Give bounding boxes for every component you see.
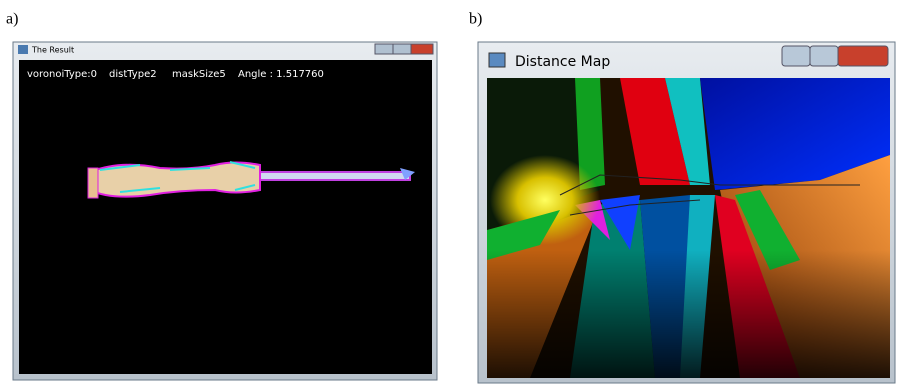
overlay-text: maskSize5 (172, 69, 226, 80)
maximize-button[interactable] (810, 46, 838, 66)
minimize-button[interactable] (375, 44, 393, 54)
panel-label: b) (469, 11, 482, 28)
figure-canvas: a) The Result voronoiType:0 distType2 ma… (0, 0, 897, 384)
close-button[interactable] (838, 46, 888, 66)
window-title: Distance Map (515, 54, 610, 70)
maximize-button[interactable] (393, 44, 411, 54)
window-b: Distance Map (478, 42, 895, 383)
window-a: The Result voronoiType:0 distType2 maskS… (13, 42, 437, 380)
window-icon (489, 53, 505, 67)
figure: a) The Result voronoiType:0 distType2 ma… (0, 0, 897, 384)
window-content (19, 60, 432, 374)
minimize-button[interactable] (782, 46, 810, 66)
overlay-text: voronoiType:0 (27, 69, 97, 80)
close-button[interactable] (411, 44, 433, 54)
overlay-text: distType2 (109, 69, 157, 80)
panel-label: a) (6, 11, 18, 28)
window-title: The Result (31, 46, 74, 55)
window-icon (18, 45, 28, 54)
overlay-text: Angle : 1.517760 (238, 69, 324, 80)
distance-map (487, 78, 890, 378)
